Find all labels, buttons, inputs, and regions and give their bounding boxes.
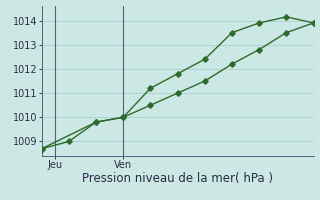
X-axis label: Pression niveau de la mer( hPa ): Pression niveau de la mer( hPa )	[82, 172, 273, 185]
